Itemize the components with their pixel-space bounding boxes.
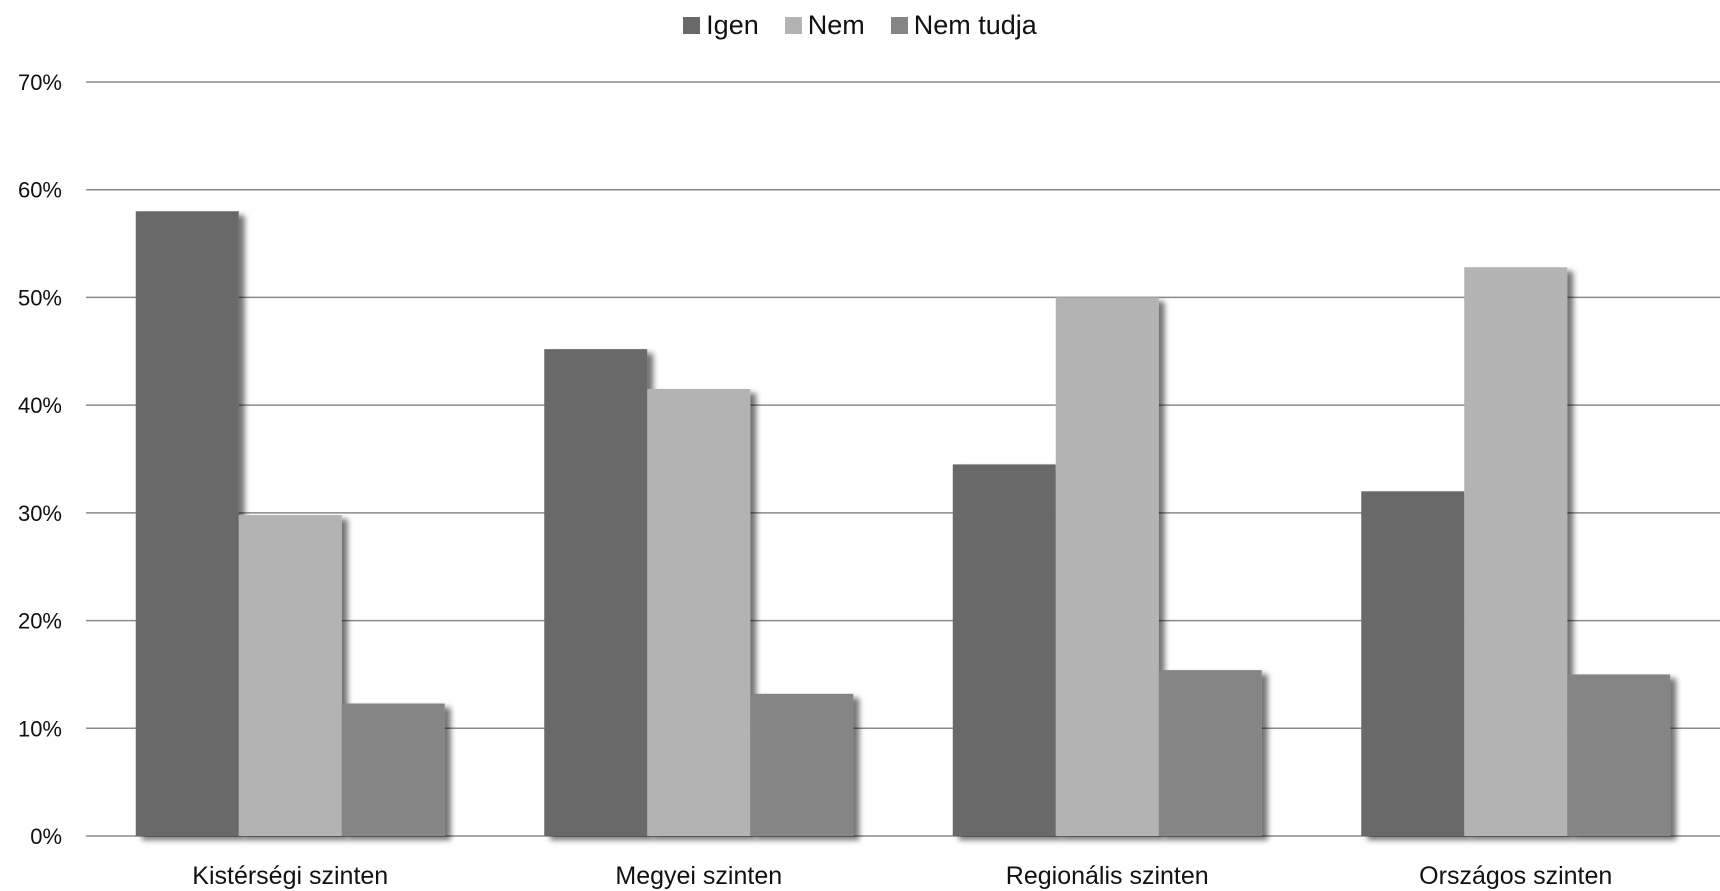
legend-swatch-nem-tudja xyxy=(890,17,908,34)
x-category-label: Kistérségi szinten xyxy=(192,862,388,890)
legend-label-igen: Igen xyxy=(706,10,759,40)
bar xyxy=(750,693,854,836)
x-category-label: Megyei szinten xyxy=(615,862,782,890)
y-tick-label: 50% xyxy=(18,285,62,310)
y-tick-label: 60% xyxy=(18,178,62,203)
bar xyxy=(135,211,239,836)
legend-item-nem-tudja: Nem tudja xyxy=(890,10,1037,41)
y-tick-label: 10% xyxy=(18,716,62,741)
bar xyxy=(647,388,751,836)
y-tick-label: 70% xyxy=(18,70,62,95)
legend: Igen Nem Nem tudja xyxy=(0,10,1720,41)
bar xyxy=(1158,670,1262,836)
legend-label-nem-tudja: Nem tudja xyxy=(913,10,1037,40)
bar xyxy=(544,349,648,836)
bar xyxy=(341,703,445,836)
bar xyxy=(1464,267,1568,837)
bar xyxy=(1361,491,1465,836)
bar xyxy=(952,464,1056,836)
y-tick-label: 40% xyxy=(18,393,62,418)
bar xyxy=(1567,674,1671,836)
legend-item-igen: Igen xyxy=(683,10,759,41)
legend-swatch-igen xyxy=(683,17,701,34)
bar xyxy=(238,515,342,836)
y-tick-label: 20% xyxy=(18,609,62,634)
bar xyxy=(1055,297,1159,836)
legend-label-nem: Nem xyxy=(807,10,865,40)
x-category-label: Országos szinten xyxy=(1419,862,1612,890)
x-category-label: Regionális szinten xyxy=(1006,862,1209,890)
y-tick-label: 0% xyxy=(30,824,62,849)
y-axis-ticks: 0% 10% 20% 30% 40% 50% 60% 70% xyxy=(18,70,62,849)
bars xyxy=(135,211,1671,837)
legend-swatch-nem xyxy=(784,17,802,34)
x-axis-labels: Kistérségi szinten Megyei szinten Regionál… xyxy=(192,862,1612,890)
y-tick-label: 30% xyxy=(18,501,62,526)
legend-item-nem: Nem xyxy=(784,10,865,41)
